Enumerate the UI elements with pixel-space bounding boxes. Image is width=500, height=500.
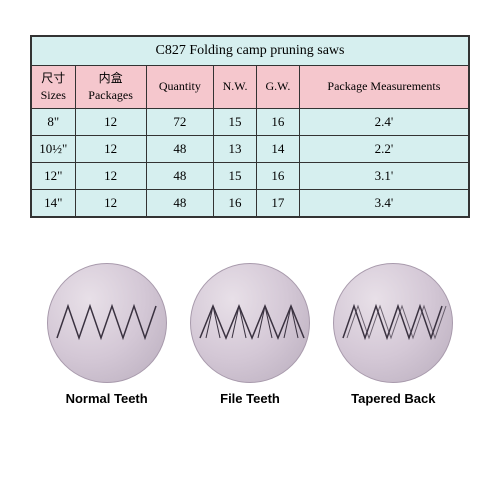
cell: 17 xyxy=(256,189,299,216)
cell: 48 xyxy=(146,162,213,189)
cell: 16 xyxy=(256,108,299,135)
cell: 16 xyxy=(214,189,257,216)
cell: 8" xyxy=(32,108,76,135)
table-header-row: 尺寸Sizes 内盒Packages Quantity N.W. G.W. Pa… xyxy=(32,66,469,109)
teeth-file: File Teeth xyxy=(190,263,310,406)
cell: 10½" xyxy=(32,135,76,162)
cell: 12" xyxy=(32,162,76,189)
cell: 48 xyxy=(146,135,213,162)
table-row: 14" 12 48 16 17 3.4' xyxy=(32,189,469,216)
tapered-back-icon xyxy=(333,263,453,383)
cell: 14" xyxy=(32,189,76,216)
col-quantity: Quantity xyxy=(146,66,213,109)
teeth-normal: Normal Teeth xyxy=(47,263,167,406)
table-title: C827 Folding camp pruning saws xyxy=(32,37,469,66)
teeth-diagrams: Normal Teeth File Teeth Tapered xyxy=(30,263,470,406)
cell: 16 xyxy=(256,162,299,189)
normal-teeth-icon xyxy=(47,263,167,383)
cell: 48 xyxy=(146,189,213,216)
table-row: 8" 12 72 15 16 2.4' xyxy=(32,108,469,135)
spec-table: C827 Folding camp pruning saws 尺寸Sizes 内… xyxy=(31,36,469,217)
cell: 3.1' xyxy=(299,162,468,189)
cell: 12 xyxy=(75,135,146,162)
teeth-label: Normal Teeth xyxy=(66,391,148,406)
cell: 2.2' xyxy=(299,135,468,162)
col-measurements: Package Measurements xyxy=(299,66,468,109)
teeth-label: Tapered Back xyxy=(351,391,435,406)
cell: 2.4' xyxy=(299,108,468,135)
cell: 14 xyxy=(256,135,299,162)
cell: 12 xyxy=(75,189,146,216)
cell: 12 xyxy=(75,162,146,189)
cell: 3.4' xyxy=(299,189,468,216)
cell: 13 xyxy=(214,135,257,162)
cell: 15 xyxy=(214,162,257,189)
col-sizes: 尺寸Sizes xyxy=(32,66,76,109)
file-teeth-icon xyxy=(190,263,310,383)
table-row: 10½" 12 48 13 14 2.2' xyxy=(32,135,469,162)
table-row: 12" 12 48 15 16 3.1' xyxy=(32,162,469,189)
cell: 12 xyxy=(75,108,146,135)
cell: 72 xyxy=(146,108,213,135)
teeth-tapered: Tapered Back xyxy=(333,263,453,406)
col-packages: 内盒Packages xyxy=(75,66,146,109)
cell: 15 xyxy=(214,108,257,135)
col-nw: N.W. xyxy=(214,66,257,109)
col-gw: G.W. xyxy=(256,66,299,109)
teeth-label: File Teeth xyxy=(220,391,280,406)
spec-table-container: C827 Folding camp pruning saws 尺寸Sizes 内… xyxy=(30,35,470,218)
